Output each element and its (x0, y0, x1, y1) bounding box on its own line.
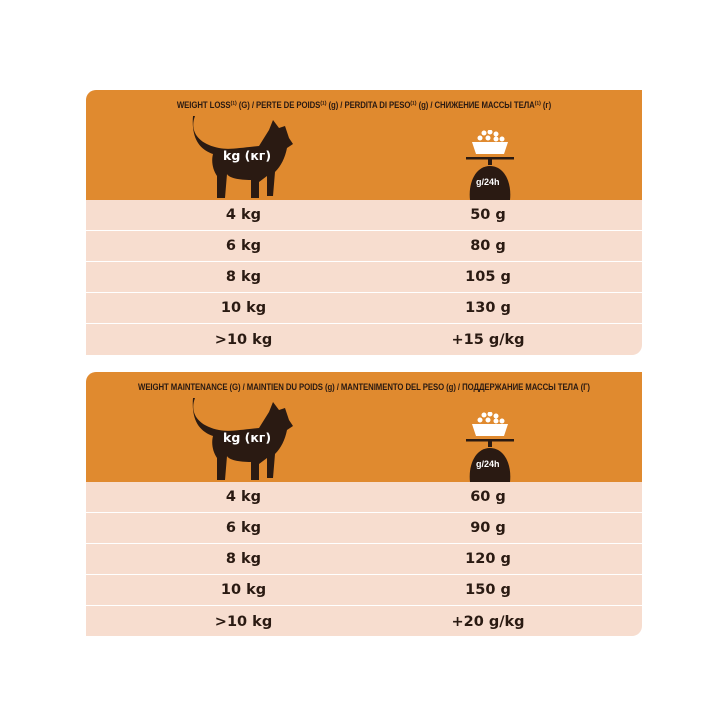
table-title: WEIGHT MAINTENANCE (G) / MAINTIEN DU POI… (138, 382, 590, 393)
weight-maintenance-table: WEIGHT MAINTENANCE (G) / MAINTIEN DU POI… (86, 372, 642, 636)
table-row: 8 kg 120 g (86, 544, 642, 575)
table-row: 6 kg 80 g (86, 231, 642, 262)
cat-weight: >10 kg (214, 331, 273, 348)
daily-amount: +15 g/kg (451, 331, 525, 348)
table-row: 4 kg 60 g (86, 482, 642, 513)
cat-weight: >10 kg (214, 613, 273, 630)
scale-unit-label: g/24h (476, 177, 500, 187)
cat-weight: 6 kg (225, 520, 262, 536)
weight-loss-table: WEIGHT LOSS⁽¹⁾ (G) / PERTE DE POIDS⁽¹⁾ (… (86, 90, 642, 355)
food-scale-icon (466, 130, 514, 200)
daily-amount: 50 g (470, 207, 506, 223)
scale-unit-label: g/24h (476, 459, 500, 469)
table-row: 10 kg 130 g (86, 293, 642, 324)
table-row: >10 kg +20 g/kg (86, 606, 642, 636)
daily-amount: +20 g/kg (451, 613, 525, 630)
daily-amount: 150 g (465, 582, 511, 598)
cat-weight: 4 kg (225, 489, 262, 505)
table-row: 4 kg 50 g (86, 200, 642, 231)
daily-amount: 90 g (470, 520, 506, 536)
table-row: 6 kg 90 g (86, 513, 642, 544)
table-header: WEIGHT MAINTENANCE (G) / MAINTIEN DU POI… (86, 372, 642, 482)
cat-weight: 4 kg (225, 207, 262, 223)
cat-weight-label: kg (кг) (223, 430, 272, 445)
table-title: WEIGHT LOSS⁽¹⁾ (G) / PERTE DE POIDS⁽¹⁾ (… (176, 100, 552, 111)
daily-amount: 80 g (470, 238, 506, 254)
cat-weight: 6 kg (225, 238, 262, 254)
table-header: WEIGHT LOSS⁽¹⁾ (G) / PERTE DE POIDS⁽¹⁾ (… (86, 90, 642, 200)
feeding-rows: 4 kg 50 g 6 kg 80 g 8 kg 105 g 10 kg 130 g >10 k… (86, 200, 642, 355)
table-row: >10 kg +15 g/kg (86, 324, 642, 355)
cat-weight: 10 kg (220, 582, 267, 598)
cat-weight: 8 kg (225, 269, 262, 285)
cat-weight: 8 kg (225, 551, 262, 567)
table-row: 8 kg 105 g (86, 262, 642, 293)
feeding-rows: 4 kg 60 g 6 kg 90 g 8 kg 120 g 10 kg 150 g >10 k… (86, 482, 642, 636)
cat-icon (192, 116, 293, 198)
daily-amount: 120 g (465, 551, 511, 567)
daily-amount: 130 g (465, 300, 511, 316)
food-scale-icon (466, 412, 514, 482)
cat-weight-label: kg (кг) (223, 148, 272, 163)
cat-icon (192, 398, 293, 480)
daily-amount: 60 g (470, 489, 506, 505)
cat-weight: 10 kg (220, 300, 267, 316)
table-row: 10 kg 150 g (86, 575, 642, 606)
daily-amount: 105 g (465, 269, 511, 285)
